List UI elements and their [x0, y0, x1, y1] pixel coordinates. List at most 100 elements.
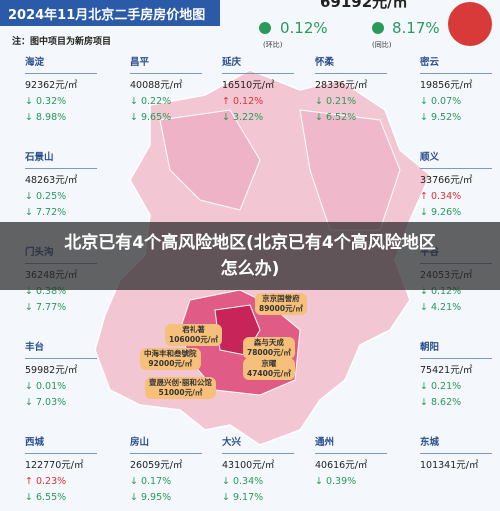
- district-price: 28336元/㎡: [315, 80, 368, 91]
- district-card: 通州 40616元/㎡ ↓ 0.39%: [315, 435, 387, 490]
- avg-price: 69192元/㎡: [320, 0, 408, 11]
- district-mom: ↓ 0.01%: [25, 381, 67, 392]
- district-price: 59982元/㎡: [25, 365, 78, 376]
- district-name: 延庆: [222, 55, 294, 74]
- project-name: 中海丰和叁號院: [144, 349, 197, 358]
- project-label: 京曜 47400元/㎡: [243, 358, 295, 380]
- district-yoy: ↓ 6.55%: [25, 492, 67, 503]
- district-mom: ↓ 0.22%: [130, 96, 172, 107]
- district-card: 石景山 48263元/㎡ ↓ 0.25% ↓ 7.72%: [25, 150, 97, 221]
- district-price: 16510元/㎡: [222, 80, 275, 91]
- district-mom: ↑ 0.34%: [420, 191, 462, 202]
- district-mom: ↓ 0.34%: [222, 476, 264, 487]
- project-price: 89000元/㎡: [259, 304, 303, 313]
- district-mom: ↑ 0.12%: [222, 96, 264, 107]
- yoy: 8.17%: [392, 19, 440, 37]
- banner: 北京已有4个高风险地区(北京已有4个高风险地区怎么办): [0, 222, 500, 290]
- project-name: 君礼著: [182, 325, 205, 334]
- district-mom: ↓ 0.38%: [25, 286, 67, 297]
- project-price: 47400元/㎡: [247, 369, 291, 378]
- district-yoy: ↓ 8.98%: [25, 112, 67, 123]
- project-price: 51000元/㎡: [158, 388, 203, 397]
- district-yoy: ↓ 7.03%: [25, 397, 67, 408]
- district-mom: ↑ 0.23%: [25, 476, 67, 487]
- project-label: 中海丰和叁號院 92000元/㎡: [140, 348, 201, 370]
- district-card: 房山 26059元/㎡ ↓ 0.17% ↓ 9.95%: [130, 435, 202, 506]
- project-label: 森与天成 78000元/㎡: [243, 337, 295, 359]
- district-card: 延庆 16510元/㎡ ↑ 0.12% ↓ 3.22%: [222, 55, 294, 126]
- project-price: 106000元/㎡: [169, 335, 219, 344]
- district-name: 丰台: [25, 340, 97, 359]
- district-yoy: ↓ 3.22%: [222, 112, 264, 123]
- district-name: 昌平: [130, 55, 202, 74]
- district-mom: ↓ 0.17%: [130, 476, 172, 487]
- icon: [259, 22, 271, 34]
- district-price: 101341元/㎡: [420, 460, 479, 471]
- district-name: 东城: [420, 435, 492, 454]
- district-price: 26059元/㎡: [130, 460, 183, 471]
- project-label: 京京国誉府 89000元/㎡: [255, 293, 307, 315]
- district-card: 密云 19856元/㎡ ↓ 0.07% ↓ 9.52%: [420, 55, 492, 126]
- project-label: 壹晟兴创·丽和公馆 51000元/㎡: [145, 377, 216, 399]
- district-card: 朝阳 75421元/㎡ ↓ 0.21% ↓ 8.62%: [420, 340, 492, 411]
- title-bg: [0, 0, 220, 26]
- district-card: 丰台 59982元/㎡ ↓ 0.01% ↓ 7.03%: [25, 340, 97, 411]
- district-price: 122770元/㎡: [25, 460, 84, 471]
- district-card: 顺义 33766元/㎡ ↑ 0.34% ↓ 9.26%: [420, 150, 492, 221]
- district-card: 西城 122770元/㎡ ↑ 0.23% ↓ 6.55%: [25, 435, 97, 506]
- district-name: 顺义: [420, 150, 492, 169]
- project-name: 京曜: [261, 359, 277, 368]
- district-yoy: ↓ 9.17%: [222, 492, 264, 503]
- district-name: 通州: [315, 435, 387, 454]
- district-card: 东城 101341元/㎡: [420, 435, 492, 474]
- banner-text: 北京已有4个高风险地区(北京已有4个高风险地区怎么办): [64, 233, 436, 279]
- district-name: 西城: [25, 435, 97, 454]
- yoy-label: (同比): [372, 41, 392, 49]
- district-name: 海淀: [25, 55, 97, 74]
- district-name: 房山: [130, 435, 202, 454]
- district-price: 40616元/㎡: [315, 460, 368, 471]
- district-mom: ↓ 0.32%: [25, 96, 67, 107]
- district-mom: ↓ 0.12%: [420, 286, 462, 297]
- district-yoy: ↓ 9.65%: [130, 112, 172, 123]
- district-price: 19856元/㎡: [420, 80, 473, 91]
- project-price: 78000元/㎡: [247, 348, 291, 357]
- title: 2024年11月北京二手房房价地图: [8, 8, 206, 23]
- district-yoy: ↓ 7.72%: [25, 207, 67, 218]
- district-mom: ↓ 0.25%: [25, 191, 67, 202]
- project-name: 京京国誉府: [262, 294, 300, 303]
- district-card: 昌平 40088元/㎡ ↓ 0.22% ↓ 9.65%: [130, 55, 202, 126]
- icon: [372, 22, 384, 34]
- district-name: 石景山: [25, 150, 97, 169]
- district-price: 40088元/㎡: [130, 80, 183, 91]
- district-name: 怀柔: [315, 55, 387, 74]
- district-mom: ↓ 0.39%: [315, 476, 357, 487]
- district-mom: ↓ 0.21%: [315, 96, 357, 107]
- district-price: 43100元/㎡: [222, 460, 275, 471]
- district-yoy: ↓ 4.21%: [420, 302, 462, 313]
- district-card: 大兴 43100元/㎡ ↓ 0.34% ↓ 9.17%: [222, 435, 294, 506]
- district-price: 33766元/㎡: [420, 175, 473, 186]
- district-price: 92362元/㎡: [25, 80, 78, 91]
- district-yoy: ↓ 7.77%: [25, 302, 67, 313]
- mom: 0.12%: [280, 19, 328, 37]
- district-mom: ↓ 0.21%: [420, 381, 462, 392]
- mom-label: (环比): [263, 41, 283, 49]
- district-price: 48263元/㎡: [25, 175, 78, 186]
- district-yoy: ↓ 9.95%: [130, 492, 172, 503]
- district-card: 海淀 92362元/㎡ ↓ 0.32% ↓ 8.98%: [25, 55, 97, 126]
- district-name: 密云: [420, 55, 492, 74]
- district-card: 怀柔 28336元/㎡ ↓ 0.21% ↓ 6.52%: [315, 55, 387, 126]
- project-price: 92000元/㎡: [148, 359, 193, 368]
- district-name: 朝阳: [420, 340, 492, 359]
- note: 注：图中项目为新房项目: [12, 37, 112, 47]
- district-yoy: ↓ 9.52%: [420, 112, 462, 123]
- district-price: 75421元/㎡: [420, 365, 473, 376]
- district-yoy: ↓ 8.62%: [420, 397, 462, 408]
- project-name: 森与天成: [253, 338, 284, 347]
- logo: [448, 2, 492, 46]
- district-yoy: ↓ 9.26%: [420, 207, 462, 218]
- district-mom: ↓ 0.07%: [420, 96, 462, 107]
- project-label: 君礼著 106000元/㎡: [165, 324, 223, 346]
